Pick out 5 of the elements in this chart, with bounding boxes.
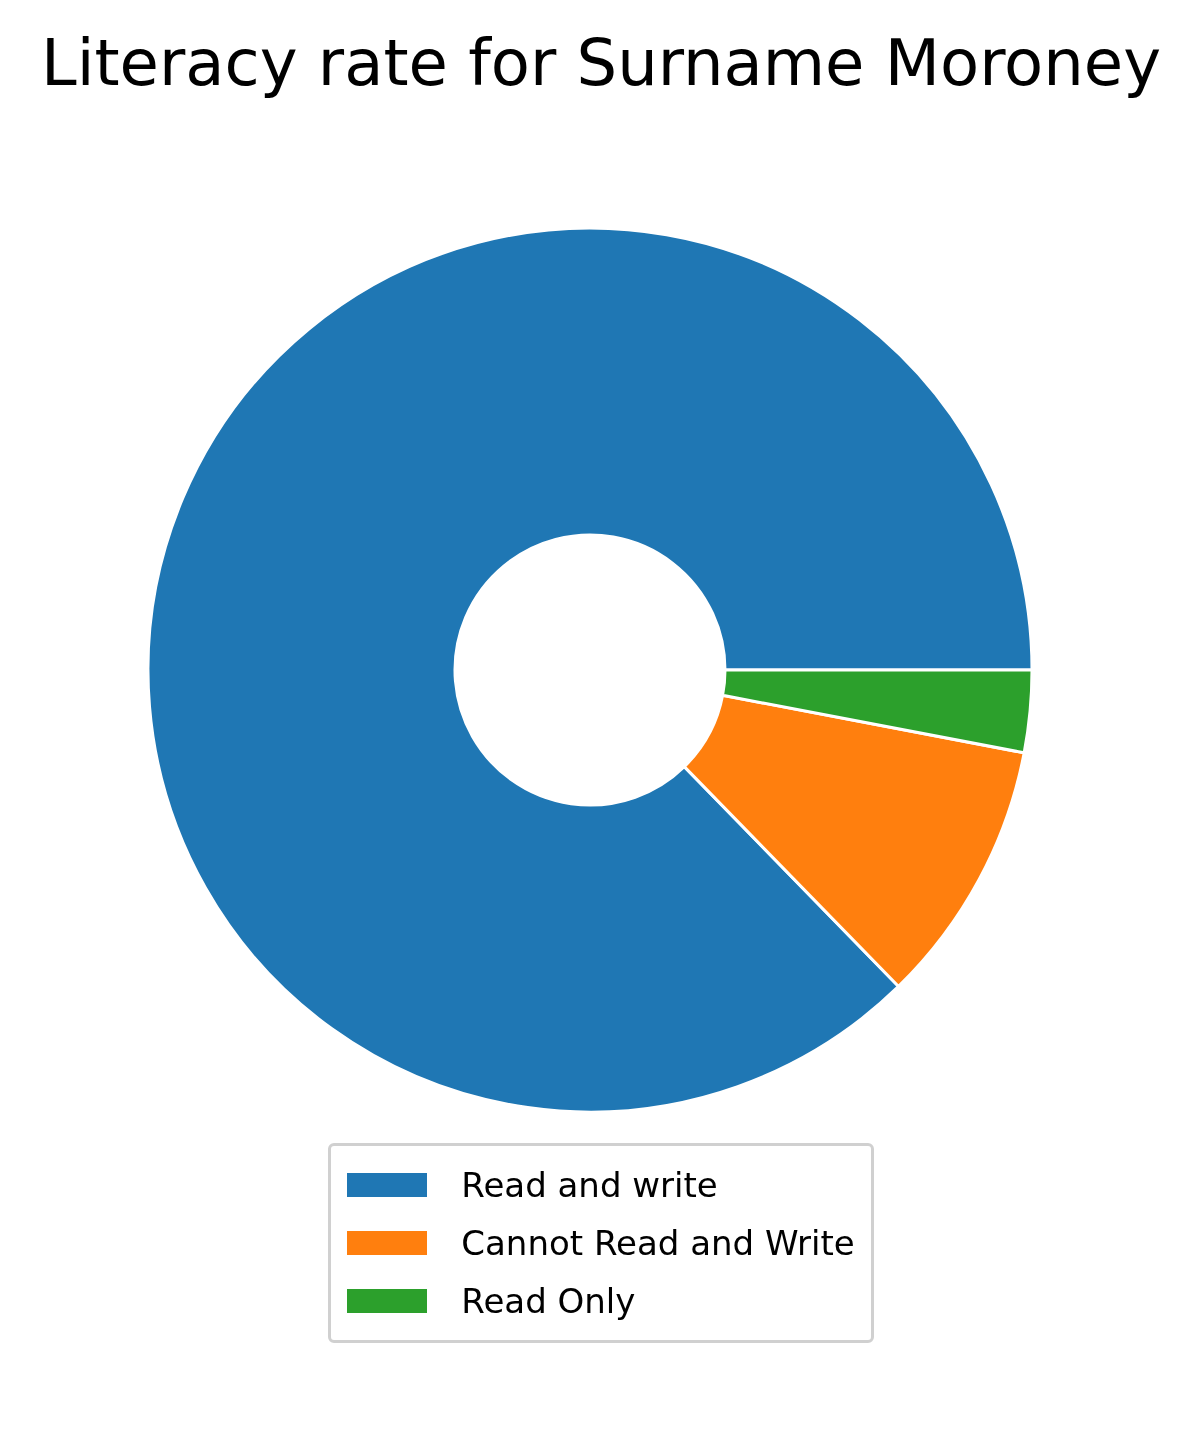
legend-label: Read and write — [461, 1165, 718, 1205]
legend-label: Cannot Read and Write — [461, 1223, 855, 1263]
chart-title: Literacy rate for Surname Moroney — [40, 25, 1162, 102]
donut-slice — [147, 226, 1034, 1114]
legend-label: Read Only — [461, 1281, 636, 1321]
